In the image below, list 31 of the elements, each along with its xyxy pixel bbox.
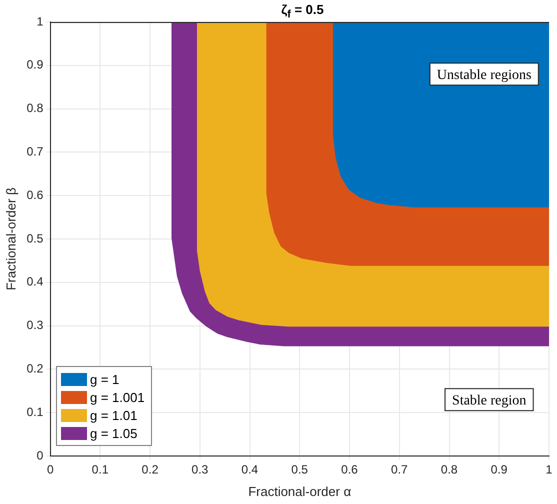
legend-label: g = 1	[90, 372, 120, 386]
y-tick-label: 0.7	[26, 144, 44, 159]
x-tick-label: 0.1	[92, 462, 109, 477]
y-tick-label: 0.4	[26, 274, 44, 289]
annotation: Unstable regions	[436, 68, 532, 83]
x-tick-label: 0.5	[291, 462, 308, 477]
legend-label: g = 1.001	[90, 390, 145, 404]
y-tick-label: 0.8	[26, 101, 44, 116]
x-tick-label: 0.4	[241, 462, 258, 477]
y-tick-label: 0.3	[26, 318, 44, 332]
x-tick-label: 0.3	[192, 462, 209, 477]
legend-label: g = 1.05	[90, 426, 138, 440]
y-tick-label: 0.2	[26, 362, 44, 376]
legend-label: g = 1.01	[90, 408, 138, 422]
annotation: Stable region	[452, 393, 526, 408]
y-tick-label: 1	[36, 14, 44, 28]
y-tick-label: 0	[36, 448, 44, 462]
y-tick-label: 0.9	[26, 58, 44, 72]
x-tick-label: 0	[46, 462, 54, 477]
x-tick-label: 0.2	[142, 462, 159, 477]
x-tick-label: 1	[546, 462, 553, 477]
y-axis-title: Fractional-order β	[3, 188, 18, 290]
x-axis-title: Fractional-order α	[248, 484, 352, 499]
x-tick-label: 0.9	[490, 462, 508, 477]
x-tick-label: 0.8	[440, 462, 458, 477]
y-tick-label: 0.1	[26, 404, 44, 419]
y-tick-label: 0.5	[26, 231, 44, 246]
x-tick-label: 0.6	[341, 462, 358, 477]
chart-title: ζ$_{f}$ = 0.5	[280, 2, 325, 21]
x-tick-label: 0.7	[391, 462, 408, 477]
y-tick-label: 0.6	[26, 188, 44, 202]
